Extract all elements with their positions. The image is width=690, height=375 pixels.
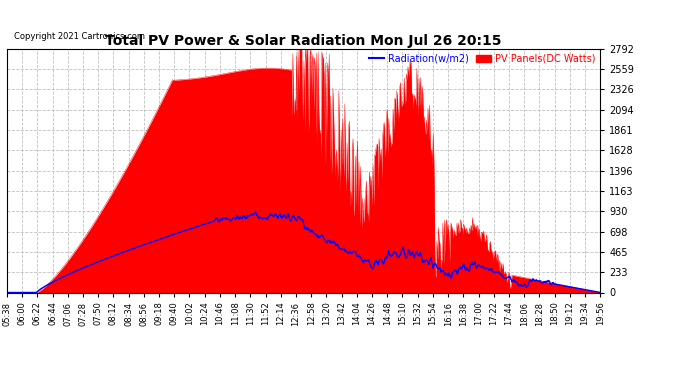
Title: Total PV Power & Solar Radiation Mon Jul 26 20:15: Total PV Power & Solar Radiation Mon Jul… [106,34,502,48]
Text: Copyright 2021 Cartronics.com: Copyright 2021 Cartronics.com [14,32,145,41]
Legend: Radiation(w/m2), PV Panels(DC Watts): Radiation(w/m2), PV Panels(DC Watts) [369,54,595,64]
